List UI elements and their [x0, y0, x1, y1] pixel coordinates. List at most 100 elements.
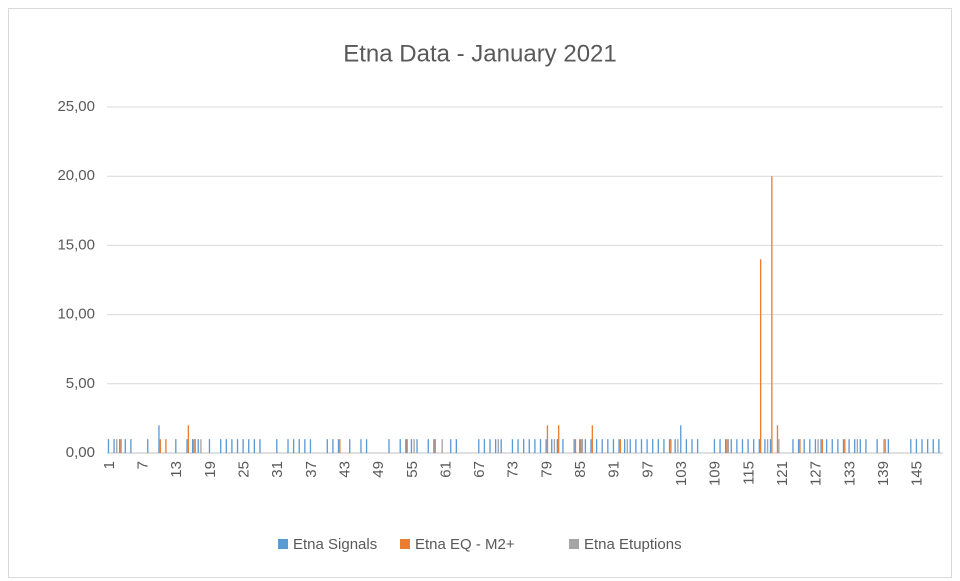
x-tick-label: 31: [269, 461, 286, 478]
bar: [623, 439, 626, 453]
bar: [799, 439, 801, 453]
bar: [680, 425, 682, 453]
bar: [821, 439, 824, 453]
bar: [113, 439, 115, 453]
x-tick-label: 55: [404, 461, 421, 478]
bar: [388, 439, 390, 453]
bar: [200, 439, 202, 453]
bar: [856, 439, 859, 453]
bar: [591, 425, 593, 453]
bar: [337, 439, 340, 453]
bar: [399, 439, 401, 453]
bar: [938, 439, 940, 453]
bar: [769, 439, 772, 453]
bar: [557, 425, 560, 453]
x-tick-label: 85: [572, 461, 589, 478]
bar: [556, 439, 558, 453]
bar: [674, 439, 676, 453]
bar: [590, 439, 592, 453]
bar: [652, 439, 654, 453]
x-tick-label: 7: [134, 461, 151, 469]
bar: [236, 439, 239, 453]
bar: [670, 439, 672, 453]
x-tick-label: 127: [808, 461, 825, 486]
x-tick-label: 67: [471, 461, 488, 478]
legend-swatch: [278, 539, 288, 549]
legend-swatch: [400, 539, 410, 549]
bar: [876, 439, 878, 453]
x-tick-label: 121: [774, 461, 791, 486]
y-tick-label: 0,00: [66, 444, 95, 461]
bar: [433, 439, 435, 453]
x-tick-label: 73: [505, 461, 522, 478]
chart-title: Etna Data - January 2021: [343, 40, 617, 67]
bar: [618, 439, 620, 453]
bar: [124, 439, 126, 453]
bar: [713, 439, 716, 453]
bar: [360, 439, 362, 453]
bar: [831, 439, 833, 453]
bar: [817, 439, 819, 453]
bar: [511, 439, 514, 453]
bar: [497, 439, 499, 453]
bar: [848, 439, 850, 453]
bar: [326, 439, 328, 453]
bar: [580, 439, 582, 453]
bar: [657, 439, 659, 453]
bar: [489, 439, 491, 453]
bar: [119, 439, 121, 453]
x-tick-label: 109: [707, 461, 724, 486]
y-tick-label: 5,00: [66, 375, 95, 392]
bar: [736, 439, 738, 453]
bar: [837, 439, 839, 453]
bar: [766, 439, 769, 453]
bar: [562, 439, 564, 453]
legend-swatch: [569, 539, 579, 549]
bar: [865, 439, 867, 453]
bar: [926, 439, 929, 453]
bar: [724, 439, 727, 453]
bar: [253, 439, 256, 453]
bar: [220, 439, 222, 453]
bar: [553, 439, 556, 453]
x-tick-label: 19: [202, 461, 219, 478]
bar: [859, 439, 861, 453]
bar: [365, 439, 368, 453]
legend-label: Etna Signals: [293, 536, 377, 553]
bar: [753, 439, 755, 453]
bar: [332, 439, 334, 453]
bar: [539, 439, 542, 453]
bar: [528, 439, 530, 453]
bar: [406, 439, 408, 453]
bar: [494, 439, 497, 453]
x-tick-label: 97: [639, 461, 656, 478]
x-tick-label: 43: [336, 461, 353, 478]
bar: [186, 439, 188, 453]
bar: [595, 439, 598, 453]
bar: [130, 439, 132, 453]
bar: [574, 439, 577, 453]
x-tick-label: 13: [168, 461, 185, 478]
bar: [809, 439, 811, 453]
bar: [741, 439, 744, 453]
bar: [921, 439, 923, 453]
bar: [640, 439, 643, 453]
x-tick-label: 103: [673, 461, 690, 486]
y-tick-label: 20,00: [57, 167, 95, 184]
bar: [287, 439, 289, 453]
bar: [416, 439, 418, 453]
bar: [771, 176, 773, 453]
bar: [478, 439, 480, 453]
bar: [483, 439, 486, 453]
bar: [193, 439, 195, 453]
bar: [573, 439, 575, 453]
x-tick-label: 91: [606, 461, 623, 478]
bar: [677, 439, 679, 453]
bar: [668, 439, 671, 453]
bar: [159, 439, 161, 453]
legend-label: Etna EQ - M2+: [415, 536, 515, 553]
x-tick-label: 25: [235, 461, 252, 478]
x-tick-label: 145: [909, 461, 926, 486]
